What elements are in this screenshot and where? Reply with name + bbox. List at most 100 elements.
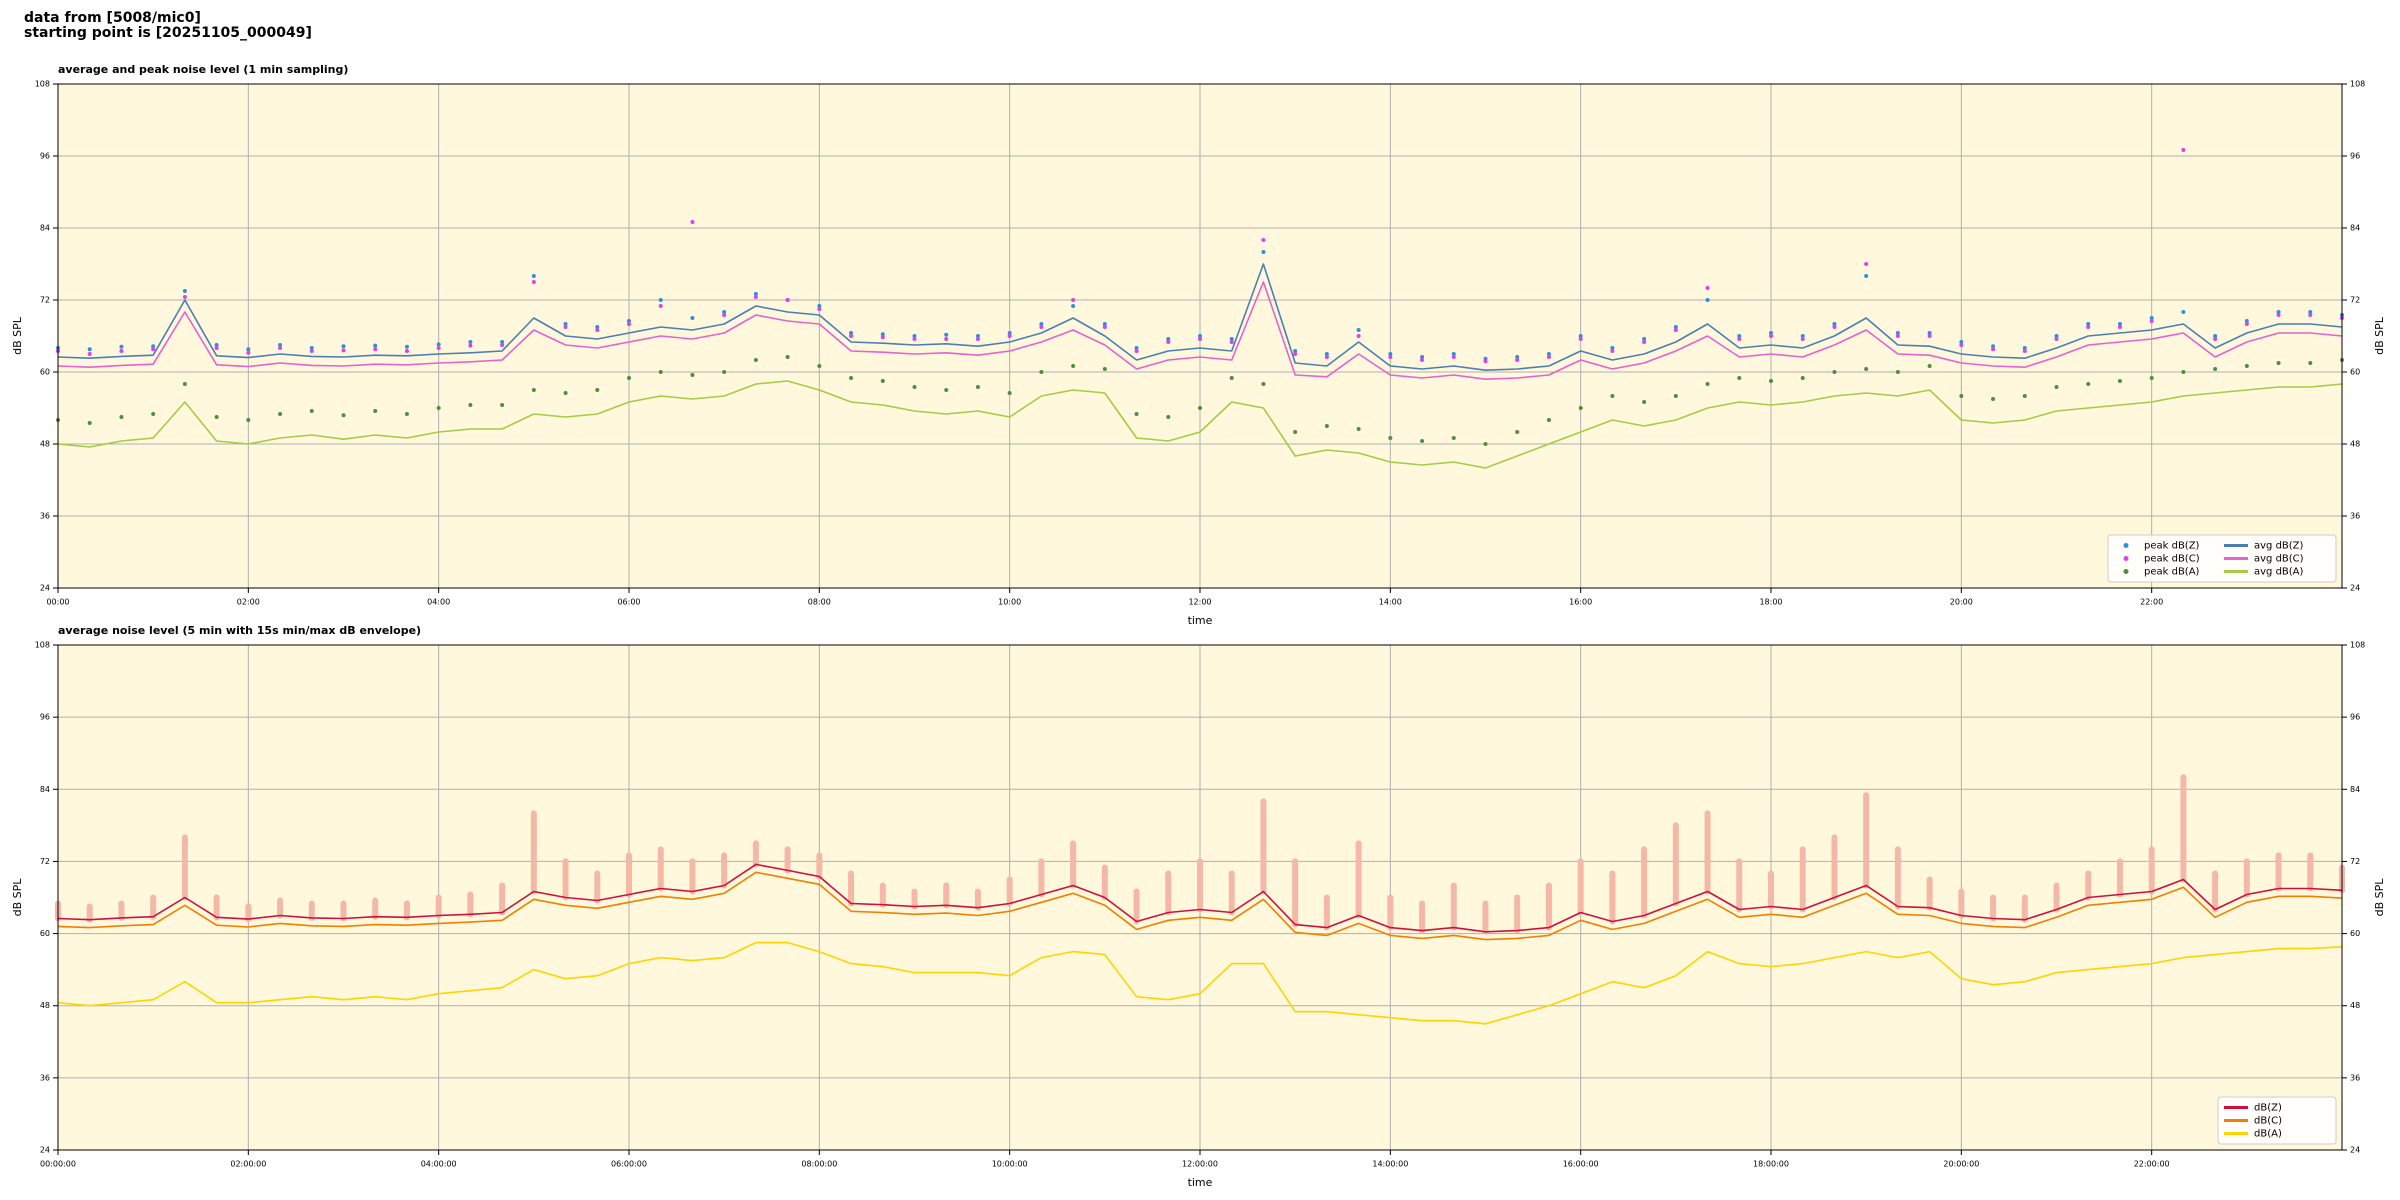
peak-point <box>1451 355 1456 359</box>
peak-point <box>2181 310 2186 314</box>
peak-point <box>119 415 124 419</box>
peak-point <box>2054 337 2059 341</box>
peak-point <box>309 409 314 413</box>
peak-point <box>1705 286 1710 290</box>
peak-point <box>2244 322 2249 326</box>
y2-tick-label: 24 <box>2350 1146 2360 1155</box>
x-tick-label: 18:00 <box>1759 598 1782 607</box>
header-line: data from [5008/mic0] <box>24 10 201 26</box>
peak-point <box>595 388 600 392</box>
legend-label: peak dB(A) <box>2144 567 2200 578</box>
peak-point <box>1166 337 1171 341</box>
peak-point <box>2308 313 2313 317</box>
y2-axis-label: dB SPL <box>2373 878 2386 917</box>
x-tick-label: 20:00:00 <box>1943 1160 1979 1169</box>
peak-point <box>1356 328 1361 332</box>
peak-point <box>2022 346 2027 350</box>
peak-point <box>1039 322 1044 326</box>
legend-label: dB(Z) <box>2254 1103 2282 1114</box>
x-tick-label: 08:00:00 <box>801 1160 837 1169</box>
peak-point <box>690 316 695 320</box>
peak-point <box>817 307 822 311</box>
peak-point <box>246 347 251 352</box>
peak-point <box>2276 310 2281 314</box>
peak-point <box>1388 436 1393 440</box>
peak-point <box>563 391 568 395</box>
y-tick-label: 108 <box>35 641 50 650</box>
x-tick-label: 10:00:00 <box>992 1160 1028 1169</box>
y-tick-label: 36 <box>40 1073 50 1082</box>
y2-tick-label: 108 <box>2350 641 2365 650</box>
peak-point <box>944 388 949 392</box>
series-line <box>57 871 2343 941</box>
peak-point <box>182 382 187 386</box>
peak-point <box>849 334 854 338</box>
legend-label: avg dB(C) <box>2254 554 2304 565</box>
peak-point <box>880 332 885 337</box>
peak-point <box>690 373 695 377</box>
legend-label: dB(A) <box>2254 1129 2282 1140</box>
peak-point <box>531 274 536 278</box>
peak-point <box>1134 346 1139 350</box>
peak-point <box>87 347 92 352</box>
peak-point <box>912 337 917 341</box>
peak-point <box>2117 379 2122 383</box>
x-tick-label: 00:00 <box>46 598 69 607</box>
peak-point <box>1864 274 1869 278</box>
peak-point <box>1356 427 1361 431</box>
peak-point <box>1927 364 1932 368</box>
y-tick-label: 48 <box>40 1001 50 1010</box>
peak-point <box>1261 382 1266 386</box>
peak-point <box>1546 352 1551 356</box>
peak-point <box>1420 355 1425 359</box>
peak-point <box>722 313 727 317</box>
y2-tick-label: 84 <box>2350 785 2360 794</box>
peak-point <box>1991 397 1996 401</box>
peak-point <box>531 280 536 284</box>
peak-point <box>373 409 378 413</box>
x-tick-label: 02:00:00 <box>230 1160 266 1169</box>
y-tick-label: 96 <box>40 152 50 161</box>
peak-point <box>2086 382 2091 386</box>
peak-point <box>278 343 283 347</box>
y-tick-label: 36 <box>40 512 50 521</box>
peak-point <box>1705 382 1710 386</box>
peak-point <box>1546 355 1551 359</box>
plot-frame <box>57 644 2343 1151</box>
legend-marker <box>2123 556 2129 561</box>
x-tick-label: 04:00:00 <box>421 1160 457 1169</box>
y2-tick-label: 36 <box>2350 1073 2360 1082</box>
peak-point <box>1800 376 1805 380</box>
peak-point <box>309 346 314 350</box>
peak-point <box>1515 430 1520 434</box>
peak-point <box>468 343 473 348</box>
peak-point <box>1102 367 1107 371</box>
peak-point <box>1293 352 1298 356</box>
peak-point <box>214 415 219 419</box>
peak-point <box>658 370 663 374</box>
peak-point <box>1769 331 1773 335</box>
peak-point <box>658 304 663 308</box>
peak-point <box>2213 367 2218 371</box>
x-tick-label: 08:00 <box>808 598 831 607</box>
peak-point <box>1198 334 1202 338</box>
x-tick-label: 18:00:00 <box>1753 1160 1789 1169</box>
peak-point <box>1832 370 1837 374</box>
peak-point <box>468 340 473 344</box>
x-tick-label: 22:00 <box>2140 598 2163 607</box>
peak-point <box>1324 352 1329 356</box>
peak-point <box>1642 340 1647 344</box>
x-tick-label: 12:00:00 <box>1182 1160 1218 1169</box>
peak-point <box>1895 370 1900 374</box>
peak-point <box>1007 331 1012 335</box>
y2-tick-label: 48 <box>2350 1001 2360 1010</box>
peak-point <box>1356 334 1361 338</box>
x-tick-label: 06:00 <box>617 598 640 607</box>
y2-tick-label: 96 <box>2350 152 2360 161</box>
peak-point <box>849 376 854 380</box>
peak-point <box>436 342 441 347</box>
peak-point <box>2086 322 2091 326</box>
peak-point <box>531 388 536 392</box>
peak-point <box>2276 361 2281 365</box>
peak-point <box>2054 334 2059 338</box>
